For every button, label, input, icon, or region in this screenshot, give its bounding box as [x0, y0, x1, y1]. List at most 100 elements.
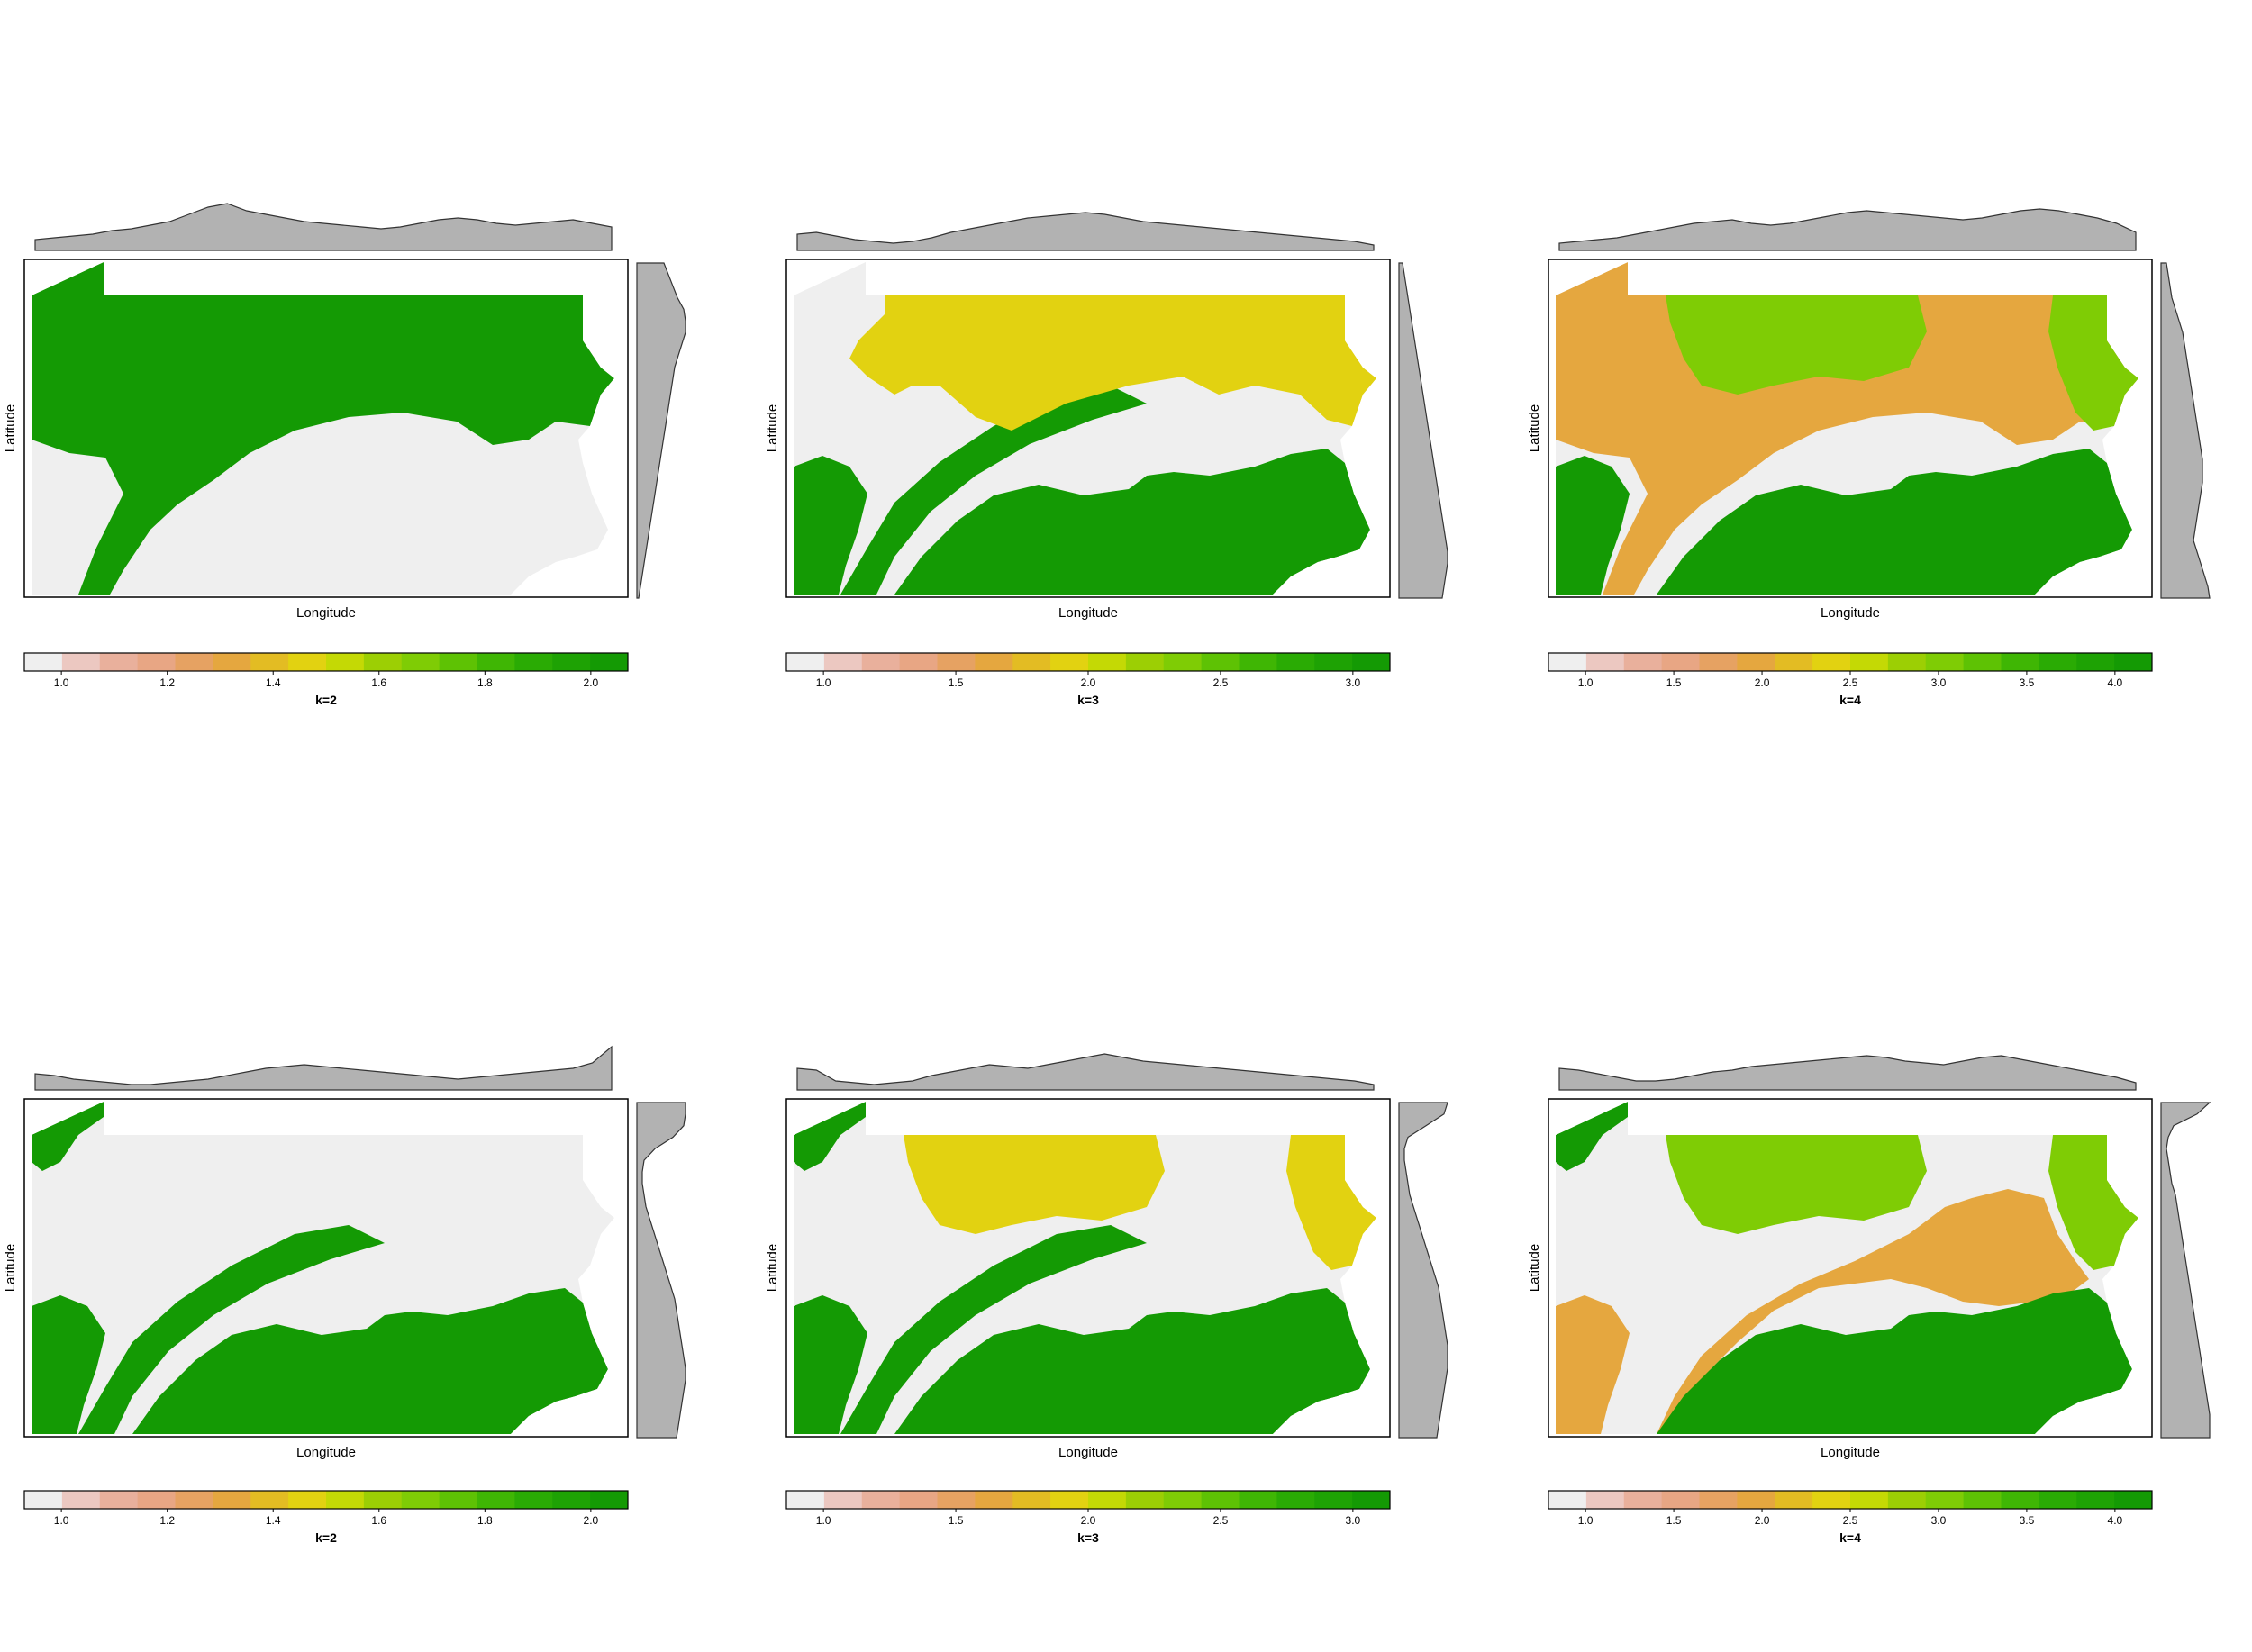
- map-panel-1: Longitude Latitude 1.0 1.2 1.4 1.6 1.8 2.0 k=2: [3, 203, 686, 707]
- legend-swatch: [2076, 653, 2115, 671]
- legend-swatch: [439, 653, 477, 671]
- class-region-seGreen: [1657, 1288, 2132, 1434]
- legend-swatch: [1623, 1491, 1663, 1509]
- class-region-seGreen: [132, 1288, 608, 1434]
- top-marginal-profile: [1558, 1055, 2137, 1091]
- legend-title: k=2: [315, 1530, 337, 1545]
- legend-swatch: [1963, 653, 2002, 671]
- map-area: [23, 1098, 629, 1438]
- map-panel-6: Longitude Latitude 1.0 1.5 2.0 2.5 3.0 3.5 4.0 k=…: [1527, 1055, 2211, 1545]
- legend-swatch: [363, 653, 403, 671]
- map-panel-5: Longitude Latitude 1.0 1.5 2.0 2.5 3.0 k=3: [765, 1053, 1448, 1545]
- legend-swatch: [1963, 1491, 2002, 1509]
- legend-swatch: [1812, 653, 1851, 671]
- map-area: [1548, 259, 2153, 598]
- y-axis-label: Latitude: [1527, 404, 1542, 452]
- class-region-nwCorner: [32, 1102, 104, 1171]
- right-marginal-profile: [636, 1102, 686, 1439]
- legend-swatch: [24, 1491, 63, 1509]
- legend-swatch: [823, 1491, 863, 1509]
- class-region-neLobe: [2048, 1135, 2138, 1270]
- map-panel-2: Longitude Latitude 1.0 1.5 2.0 2.5 3.0 k=3: [765, 212, 1448, 707]
- x-axis-label: Longitude: [1058, 1445, 1118, 1460]
- legend-swatch: [1737, 1491, 1775, 1509]
- legend-tick-label: 2.0: [584, 676, 599, 689]
- legend-swatch: [1812, 1491, 1851, 1509]
- class-layers: [794, 295, 1376, 595]
- legend-swatch: [1276, 653, 1315, 671]
- legend-swatch: [1050, 653, 1089, 671]
- legend-swatch: [2039, 653, 2077, 671]
- legend-swatch: [786, 1491, 825, 1509]
- map-frame: [1548, 1098, 2153, 1438]
- y-axis-label: Latitude: [3, 1244, 18, 1292]
- y-axis-label: Latitude: [3, 404, 18, 452]
- legend-tick-label: 1.2: [159, 1514, 175, 1527]
- legend-tick-label: 2.5: [1843, 1514, 1858, 1527]
- legend-swatch: [1201, 653, 1240, 671]
- class-region-neLobe: [2048, 295, 2138, 431]
- legend-swatch: [861, 653, 901, 671]
- map-panel-4: Longitude Latitude 1.0 1.2 1.4 1.6 1.8 2.0 k=2: [3, 1045, 686, 1545]
- class-region-orangeNE: [1657, 1189, 2089, 1434]
- class-region-ridge: [840, 1225, 1147, 1434]
- legend-swatch: [1239, 1491, 1277, 1509]
- legend-tick-label: 1.2: [159, 676, 175, 689]
- legend-swatch: [175, 1491, 213, 1509]
- class-region-nCentral: [904, 1135, 1165, 1234]
- class-region-nwCorner: [1556, 1102, 1628, 1171]
- legend-swatch: [2114, 1491, 2153, 1509]
- legend-colorbar: 1.0 1.2 1.4 1.6 1.8 2.0 k=2: [23, 652, 629, 707]
- legend-title: k=2: [315, 693, 337, 707]
- legend-swatch: [1925, 1491, 1965, 1509]
- legend-swatch: [2001, 1491, 2039, 1509]
- class-region-swGreen: [32, 1295, 105, 1434]
- legend-tick-label: 1.5: [1666, 676, 1682, 689]
- legend-title: k=4: [1839, 1530, 1861, 1545]
- class-region-swGreen: [794, 1295, 867, 1434]
- legend-swatch: [937, 1491, 976, 1509]
- legend-swatch: [213, 1491, 251, 1509]
- top-marginal-profile: [34, 1045, 613, 1091]
- legend-tick-label: 1.4: [266, 676, 281, 689]
- top-marginal-profile: [796, 1053, 1375, 1091]
- legend-swatch: [552, 653, 591, 671]
- legend-swatch: [1737, 653, 1775, 671]
- legend-swatch: [326, 653, 365, 671]
- legend-tick-label: 1.0: [1578, 1514, 1594, 1527]
- legend-swatch: [401, 653, 440, 671]
- class-region-swGreen: [1556, 456, 1630, 595]
- class-region-neLobe: [1286, 1135, 1376, 1270]
- legend-swatch: [2076, 1491, 2115, 1509]
- legend-swatch: [99, 653, 139, 671]
- legend-tick-label: 1.5: [949, 676, 964, 689]
- y-axis-label: Latitude: [765, 404, 780, 452]
- legend-tick-label: 2.0: [1755, 1514, 1770, 1527]
- legend-swatch: [1125, 1491, 1165, 1509]
- legend-swatch: [1585, 1491, 1625, 1509]
- class-region-northTop: [32, 262, 614, 595]
- class-region-seGreen: [894, 449, 1370, 595]
- legend-swatch: [1585, 653, 1625, 671]
- legend-tick-label: 3.0: [1931, 1514, 1947, 1527]
- legend-swatch: [1699, 1491, 1738, 1509]
- legend-tick-label: 1.0: [54, 1514, 69, 1527]
- legend-swatch: [477, 653, 515, 671]
- legend-swatch: [1239, 653, 1277, 671]
- legend-swatch: [288, 1491, 327, 1509]
- legend-swatch: [1163, 653, 1203, 671]
- legend-swatch: [288, 653, 327, 671]
- legend-swatch: [1775, 1491, 1813, 1509]
- legend-swatch: [326, 1491, 365, 1509]
- right-marginal-profile: [1398, 262, 1448, 599]
- legend-swatch: [1050, 1491, 1089, 1509]
- legend-swatch: [823, 653, 863, 671]
- legend-tick-label: 3.0: [1346, 676, 1361, 689]
- x-axis-label: Longitude: [1821, 1445, 1880, 1460]
- map-frame: [785, 1098, 1391, 1438]
- map-area: [785, 259, 1391, 598]
- legend-swatch: [2001, 653, 2039, 671]
- class-region-swGreen: [1556, 1295, 1630, 1434]
- legend-swatch: [2114, 653, 2153, 671]
- legend-swatch: [1887, 653, 1927, 671]
